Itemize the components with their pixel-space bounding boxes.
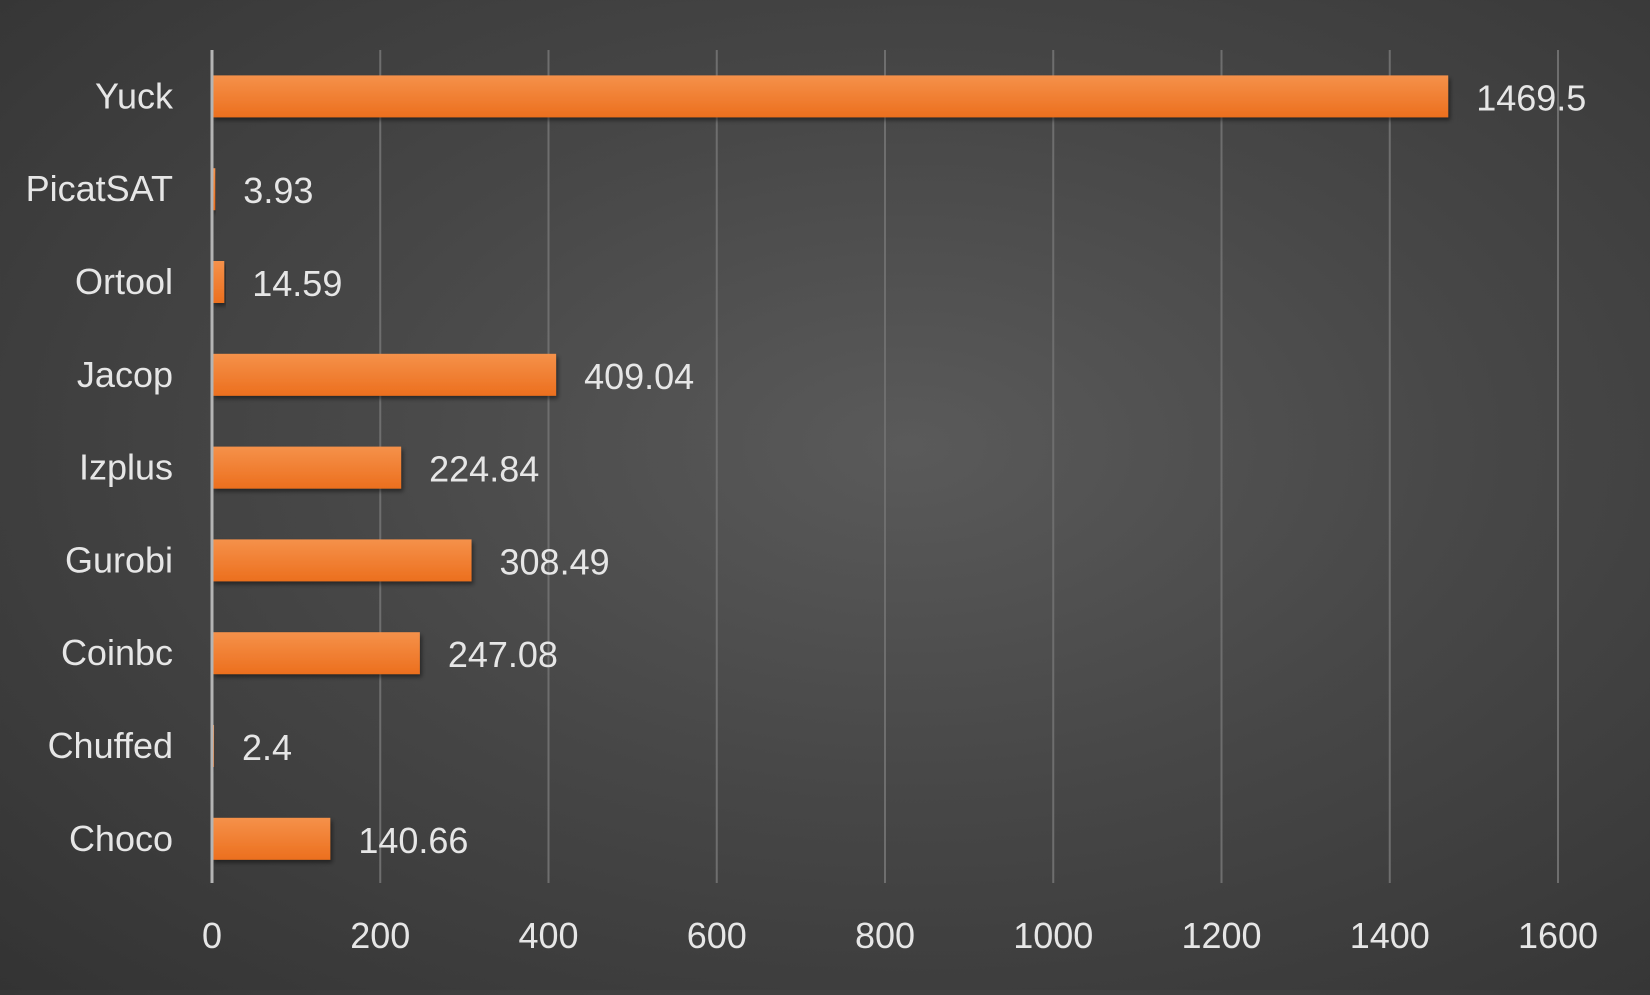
category-label: Izplus bbox=[79, 447, 173, 488]
x-tick-label: 0 bbox=[202, 915, 222, 956]
labels: 0 200 400 600 800 1000 1200 1400 1600 Yuck 1469.5 P… bbox=[26, 75, 1598, 956]
bar-picatsat bbox=[212, 168, 216, 211]
x-tick-label: 400 bbox=[518, 915, 578, 956]
value-label: 140.66 bbox=[358, 820, 468, 861]
value-label: 409.04 bbox=[584, 356, 694, 397]
x-tick-label: 1600 bbox=[1518, 915, 1598, 956]
category-label: Ortool bbox=[75, 261, 173, 302]
x-tick-label: 600 bbox=[687, 915, 747, 956]
category-label: Jacop bbox=[77, 354, 173, 395]
x-tick-label: 200 bbox=[350, 915, 410, 956]
value-label: 2.4 bbox=[242, 727, 292, 768]
value-label: 14.59 bbox=[252, 263, 342, 304]
bar-jacop bbox=[212, 353, 557, 396]
category-label: PicatSAT bbox=[26, 168, 173, 209]
x-tick-label: 1000 bbox=[1013, 915, 1093, 956]
category-label: Coinbc bbox=[61, 632, 173, 673]
value-label: 224.84 bbox=[429, 449, 539, 490]
bar-ortool bbox=[212, 261, 225, 303]
value-label: 247.08 bbox=[448, 634, 558, 675]
category-label: Gurobi bbox=[65, 539, 173, 580]
value-label: 1469.5 bbox=[1476, 77, 1586, 118]
x-tick-label: 1400 bbox=[1350, 915, 1430, 956]
gridlines bbox=[379, 50, 1559, 883]
bar-coinbc bbox=[212, 632, 420, 675]
category-label: Yuck bbox=[95, 75, 174, 116]
value-label: 308.49 bbox=[500, 541, 610, 582]
category-label: Chuffed bbox=[48, 725, 173, 766]
bars bbox=[212, 75, 1449, 860]
category-label: Choco bbox=[69, 818, 173, 859]
bar-izplus bbox=[212, 446, 402, 489]
bar-choco bbox=[212, 817, 331, 860]
bar-gurobi bbox=[212, 539, 472, 582]
x-tick-label: 800 bbox=[855, 915, 915, 956]
value-label: 3.93 bbox=[243, 170, 313, 211]
x-tick-label: 1200 bbox=[1181, 915, 1261, 956]
bar-yuck bbox=[212, 75, 1449, 118]
